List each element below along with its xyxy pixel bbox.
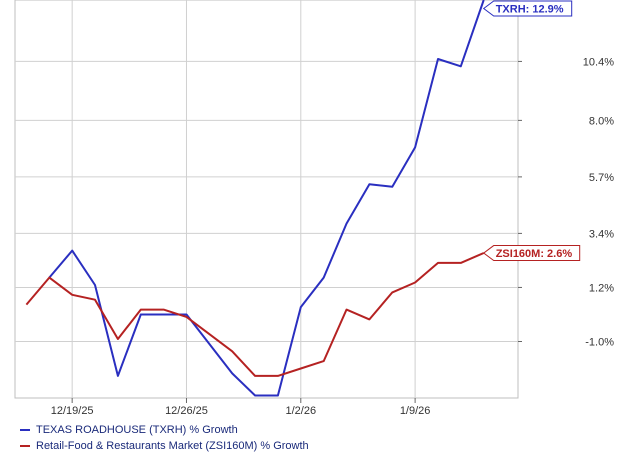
y-tick-label: 10.4%	[583, 56, 614, 68]
legend-swatch-txrh	[20, 429, 30, 432]
series-line-0	[48, 0, 485, 397]
plot-frame	[14, 0, 519, 399]
y-tick-label: 5.7%	[589, 172, 614, 184]
end-label-box-0	[482, 0, 573, 17]
legend-label-txrh: TEXAS ROADHOUSE (TXRH) % Growth	[36, 424, 238, 437]
end-label-text-0: TXRH: 12.9%	[496, 4, 564, 16]
legend-swatch-zsi160m	[20, 445, 30, 448]
legend-item-zsi160m: Retail-Food & Restaurants Market (ZSI160…	[20, 440, 309, 452]
end-label-box-1	[482, 245, 581, 262]
axes: -1.0% 1.2% 3.4% 5.7% 8.0% 10.4% 12/19/25 12/26/…	[51, 56, 614, 417]
x-tick-label: 12/19/25	[51, 405, 94, 417]
legend-item-txrh: TEXAS ROADHOUSE (TXRH) % Growth	[20, 424, 238, 436]
series-line-1	[25, 252, 485, 377]
series-lines	[25, 0, 485, 397]
x-tick-label: 1/9/26	[400, 405, 431, 417]
end-label-0: TXRH: 12.9%	[482, 0, 573, 17]
legend-label-zsi160m: Retail-Food & Restaurants Market (ZSI160…	[36, 440, 309, 453]
grid	[14, 0, 519, 399]
y-tick-label: 8.0%	[589, 115, 614, 127]
end-labels: TXRH: 12.9% ZSI160M: 2.6%	[482, 0, 581, 262]
end-label-text-1: ZSI160M: 2.6%	[496, 248, 573, 260]
x-tick-label: 1/2/26	[285, 405, 316, 417]
end-label-1: ZSI160M: 2.6%	[482, 245, 581, 262]
y-tick-label: 1.2%	[589, 282, 614, 294]
y-tick-label: -1.0%	[585, 336, 614, 348]
x-tick-label: 12/26/25	[165, 405, 208, 417]
y-tick-label: 3.4%	[589, 228, 614, 240]
